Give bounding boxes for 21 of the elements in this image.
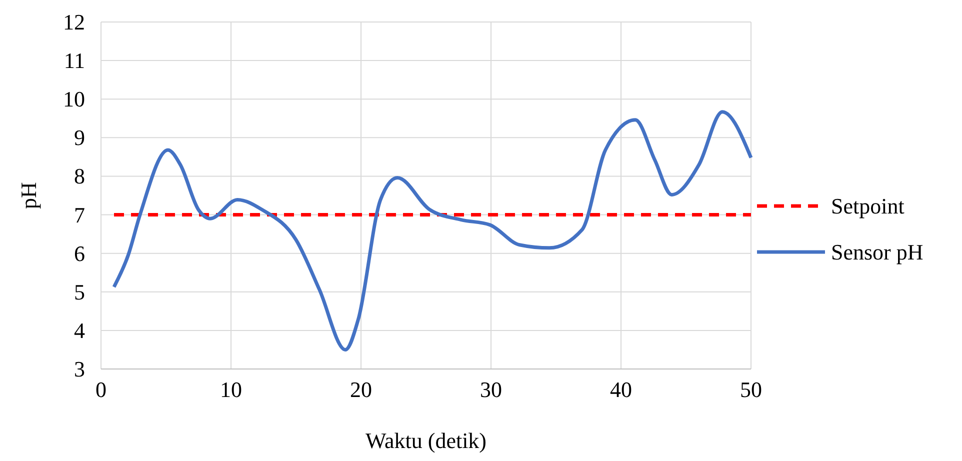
y-axis-title: pH (16, 182, 41, 209)
x-tick-label: 50 (740, 377, 762, 402)
x-tick-label: 10 (220, 377, 242, 402)
y-tick-label: 5 (74, 279, 85, 304)
y-tick-label: 7 (74, 202, 85, 228)
y-tick-label: 8 (74, 164, 85, 189)
x-tick-label: 30 (480, 377, 502, 402)
x-tick-label: 20 (350, 377, 372, 402)
y-tick-label: 6 (74, 240, 85, 266)
legend-label: Sensor pH (831, 240, 924, 264)
y-tick-label: 12 (63, 10, 85, 34)
x-tick-label: 40 (610, 377, 632, 402)
y-tick-label: 11 (64, 48, 85, 74)
x-axis-title: Waktu (detik) (365, 428, 487, 453)
y-tick-label: 9 (74, 125, 85, 150)
y-tick-label: 4 (74, 318, 85, 343)
x-tick-label: 0 (96, 377, 106, 402)
y-tick-label: 3 (74, 356, 85, 382)
line-series (112, 110, 753, 352)
y-tick-label: 10 (63, 86, 85, 112)
legend-label: Setpoint (831, 194, 904, 218)
